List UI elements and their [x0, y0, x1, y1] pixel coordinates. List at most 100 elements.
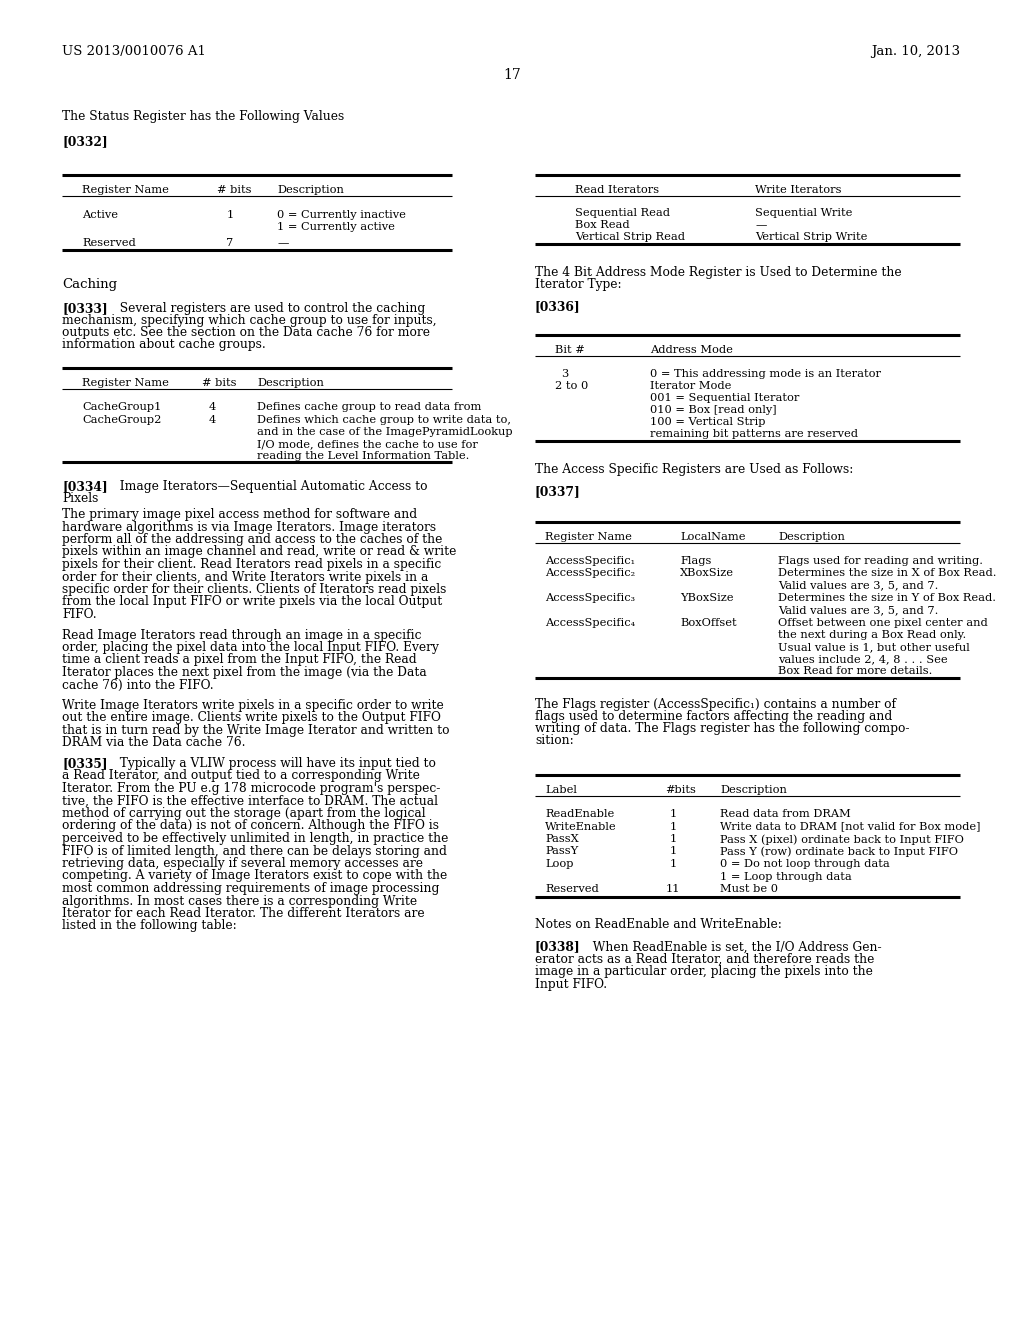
Text: sition:: sition: [535, 734, 573, 747]
Text: # bits: # bits [202, 378, 237, 388]
Text: Defines cache group to read data from: Defines cache group to read data from [257, 403, 481, 412]
Text: competing. A variety of Image Iterators exist to cope with the: competing. A variety of Image Iterators … [62, 870, 447, 883]
Text: When ReadEnable is set, the I/O Address Gen-: When ReadEnable is set, the I/O Address … [585, 940, 882, 953]
Text: Address Mode: Address Mode [650, 345, 733, 355]
Text: Read Iterators: Read Iterators [575, 185, 659, 195]
Text: a Read Iterator, and output tied to a corresponding Write: a Read Iterator, and output tied to a co… [62, 770, 420, 783]
Text: erator acts as a Read Iterator, and therefore reads the: erator acts as a Read Iterator, and ther… [535, 953, 874, 966]
Text: LocalName: LocalName [680, 532, 745, 543]
Text: Description: Description [778, 532, 845, 543]
Text: The 4 Bit Address Mode Register is Used to Determine the: The 4 Bit Address Mode Register is Used … [535, 267, 901, 279]
Text: Description: Description [257, 378, 324, 388]
Text: Must be 0: Must be 0 [720, 884, 778, 894]
Text: The Flags register (AccessSpecific₁) contains a number of: The Flags register (AccessSpecific₁) con… [535, 698, 896, 711]
Text: outputs etc. See the section on the Data cache 76 for more: outputs etc. See the section on the Data… [62, 326, 430, 339]
Text: Write Iterators: Write Iterators [755, 185, 842, 195]
Text: Offset between one pixel center and: Offset between one pixel center and [778, 618, 988, 628]
Text: 17: 17 [503, 69, 521, 82]
Text: Read data from DRAM: Read data from DRAM [720, 809, 851, 818]
Text: PassX: PassX [545, 834, 579, 843]
Text: Register Name: Register Name [545, 532, 632, 543]
Text: 010 = Box [read only]: 010 = Box [read only] [650, 405, 776, 414]
Text: Write Image Iterators write pixels in a specific order to write: Write Image Iterators write pixels in a … [62, 700, 443, 711]
Text: mechanism, specifying which cache group to use for inputs,: mechanism, specifying which cache group … [62, 314, 436, 327]
Text: Image Iterators—Sequential Automatic Access to: Image Iterators—Sequential Automatic Acc… [112, 480, 427, 492]
Text: ordering of the data) is not of concern. Although the FIFO is: ordering of the data) is not of concern.… [62, 820, 439, 833]
Text: 11: 11 [666, 884, 680, 894]
Text: Notes on ReadEnable and WriteEnable:: Notes on ReadEnable and WriteEnable: [535, 919, 782, 932]
Text: CacheGroup1: CacheGroup1 [82, 403, 162, 412]
Text: I/O mode, defines the cache to use for: I/O mode, defines the cache to use for [257, 440, 478, 449]
Text: remaining bit patterns are reserved: remaining bit patterns are reserved [650, 429, 858, 440]
Text: specific order for their clients. Clients of Iterators read pixels: specific order for their clients. Client… [62, 583, 446, 597]
Text: perform all of the addressing and access to the caches of the: perform all of the addressing and access… [62, 533, 442, 546]
Text: 1: 1 [670, 834, 677, 843]
Text: 100 = Vertical Strip: 100 = Vertical Strip [650, 417, 766, 426]
Text: cache 76) into the FIFO.: cache 76) into the FIFO. [62, 678, 214, 692]
Text: writing of data. The Flags register has the following compo-: writing of data. The Flags register has … [535, 722, 909, 735]
Text: Reserved: Reserved [82, 238, 136, 248]
Text: [0336]: [0336] [535, 300, 581, 313]
Text: time a client reads a pixel from the Input FIFO, the Read: time a client reads a pixel from the Inp… [62, 653, 417, 667]
Text: Box Read: Box Read [575, 220, 630, 230]
Text: Defines which cache group to write data to,: Defines which cache group to write data … [257, 414, 511, 425]
Text: from the local Input FIFO or write pixels via the local Output: from the local Input FIFO or write pixel… [62, 595, 442, 609]
Text: that is in turn read by the Write Image Iterator and written to: that is in turn read by the Write Image … [62, 723, 450, 737]
Text: pixels within an image channel and read, write or read & write: pixels within an image channel and read,… [62, 545, 457, 558]
Text: The Access Specific Registers are Used as Follows:: The Access Specific Registers are Used a… [535, 463, 853, 477]
Text: 1: 1 [226, 210, 233, 220]
Text: # bits: # bits [217, 185, 252, 195]
Text: 1: 1 [670, 809, 677, 818]
Text: listed in the following table:: listed in the following table: [62, 920, 237, 932]
Text: flags used to determine factors affecting the reading and: flags used to determine factors affectin… [535, 710, 892, 723]
Text: YBoxSize: YBoxSize [680, 593, 733, 603]
Text: 0 = Currently inactive: 0 = Currently inactive [278, 210, 406, 220]
Text: Write data to DRAM [not valid for Box mode]: Write data to DRAM [not valid for Box mo… [720, 821, 981, 832]
Text: Usual value is 1, but other useful: Usual value is 1, but other useful [778, 642, 970, 652]
Text: Iterator Mode: Iterator Mode [650, 381, 731, 391]
Text: AccessSpecific₂: AccessSpecific₂ [545, 568, 635, 578]
Text: algorithms. In most cases there is a corresponding Write: algorithms. In most cases there is a cor… [62, 895, 417, 908]
Text: Read Image Iterators read through an image in a specific: Read Image Iterators read through an ima… [62, 628, 422, 642]
Text: Pixels: Pixels [62, 492, 98, 506]
Text: AccessSpecific₁: AccessSpecific₁ [545, 556, 635, 566]
Text: CacheGroup2: CacheGroup2 [82, 414, 162, 425]
Text: information about cache groups.: information about cache groups. [62, 338, 266, 351]
Text: PassY: PassY [545, 846, 579, 857]
Text: Determines the size in X of Box Read.: Determines the size in X of Box Read. [778, 568, 996, 578]
Text: Description: Description [720, 785, 786, 795]
Text: Iterator places the next pixel from the image (via the Data: Iterator places the next pixel from the … [62, 667, 427, 678]
Text: Pass Y (row) ordinate back to Input FIFO: Pass Y (row) ordinate back to Input FIFO [720, 846, 958, 857]
Text: —: — [755, 220, 766, 230]
Text: Description: Description [278, 185, 344, 195]
Text: Box Read for more details.: Box Read for more details. [778, 667, 933, 676]
Text: Iterator for each Read Iterator. The different Iterators are: Iterator for each Read Iterator. The dif… [62, 907, 425, 920]
Text: Typically a VLIW process will have its input tied to: Typically a VLIW process will have its i… [112, 756, 436, 770]
Text: BoxOffset: BoxOffset [680, 618, 736, 628]
Text: Register Name: Register Name [82, 185, 169, 195]
Text: 1: 1 [670, 821, 677, 832]
Text: Label: Label [545, 785, 577, 795]
Text: 1: 1 [670, 846, 677, 857]
Text: reading the Level Information Table.: reading the Level Information Table. [257, 451, 469, 461]
Text: DRAM via the Data cache 76.: DRAM via the Data cache 76. [62, 737, 246, 750]
Text: hardware algorithms is via Image Iterators. Image iterators: hardware algorithms is via Image Iterato… [62, 520, 436, 533]
Text: 3: 3 [561, 370, 568, 379]
Text: ReadEnable: ReadEnable [545, 809, 614, 818]
Text: Valid values are 3, 5, and 7.: Valid values are 3, 5, and 7. [778, 605, 938, 615]
Text: perceived to be effectively unlimited in length, in practice the: perceived to be effectively unlimited in… [62, 832, 449, 845]
Text: Iterator. From the PU e.g 178 microcode program's perspec-: Iterator. From the PU e.g 178 microcode … [62, 781, 440, 795]
Text: 0 = Do not loop through data: 0 = Do not loop through data [720, 859, 890, 869]
Text: The Status Register has the Following Values: The Status Register has the Following Va… [62, 110, 344, 123]
Text: #bits: #bits [665, 785, 696, 795]
Text: [0338]: [0338] [535, 940, 581, 953]
Text: Active: Active [82, 210, 118, 220]
Text: Vertical Strip Write: Vertical Strip Write [755, 232, 867, 242]
Text: [0334]: [0334] [62, 480, 108, 492]
Text: Several registers are used to control the caching: Several registers are used to control th… [112, 302, 425, 315]
Text: Loop: Loop [545, 859, 573, 869]
Text: Determines the size in Y of Box Read.: Determines the size in Y of Box Read. [778, 593, 996, 603]
Text: Pass X (pixel) ordinate back to Input FIFO: Pass X (pixel) ordinate back to Input FI… [720, 834, 964, 845]
Text: AccessSpecific₄: AccessSpecific₄ [545, 618, 635, 628]
Text: Iterator Type:: Iterator Type: [535, 279, 622, 290]
